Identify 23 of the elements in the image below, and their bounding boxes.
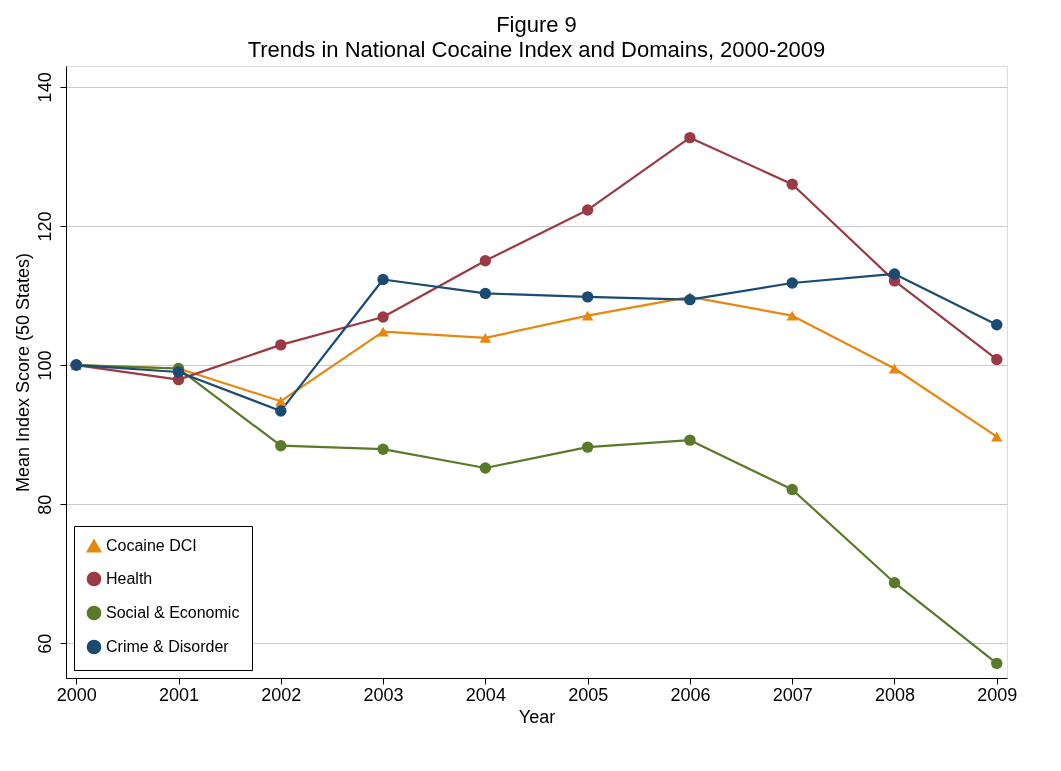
y-axis-title: Mean Index Score (50 States)	[12, 252, 33, 493]
x-tick-label: 2007	[772, 684, 813, 705]
chart-title: Figure 9	[496, 12, 577, 37]
legend-label: Health	[106, 570, 153, 587]
y-tick-label: 100	[34, 350, 55, 381]
x-tick-label: 2003	[363, 684, 404, 705]
y-tick-label: 140	[34, 72, 55, 103]
y-tick-label: 60	[34, 633, 55, 654]
legend-label: Cocaine DCI	[106, 537, 197, 554]
y-tick-label: 120	[34, 211, 55, 242]
y-tick-label: 80	[34, 494, 55, 515]
x-tick-label: 2006	[670, 684, 711, 705]
legend-label: Crime & Disorder	[106, 638, 230, 655]
x-tick-label: 2005	[568, 684, 609, 705]
chart-subtitle: Trends in National Cocaine Index and Domains, 2000-2009	[247, 37, 826, 62]
x-tick-label: 2008	[874, 684, 916, 705]
x-tick-label: 2002	[261, 684, 302, 705]
x-axis-title: Year	[518, 706, 556, 727]
x-tick-label: 2009	[977, 684, 1018, 705]
x-tick-label: 2001	[158, 684, 200, 705]
x-tick-label: 2004	[465, 684, 506, 705]
legend-label: Social & Economic	[106, 604, 240, 621]
x-tick-label: 2000	[56, 684, 97, 705]
